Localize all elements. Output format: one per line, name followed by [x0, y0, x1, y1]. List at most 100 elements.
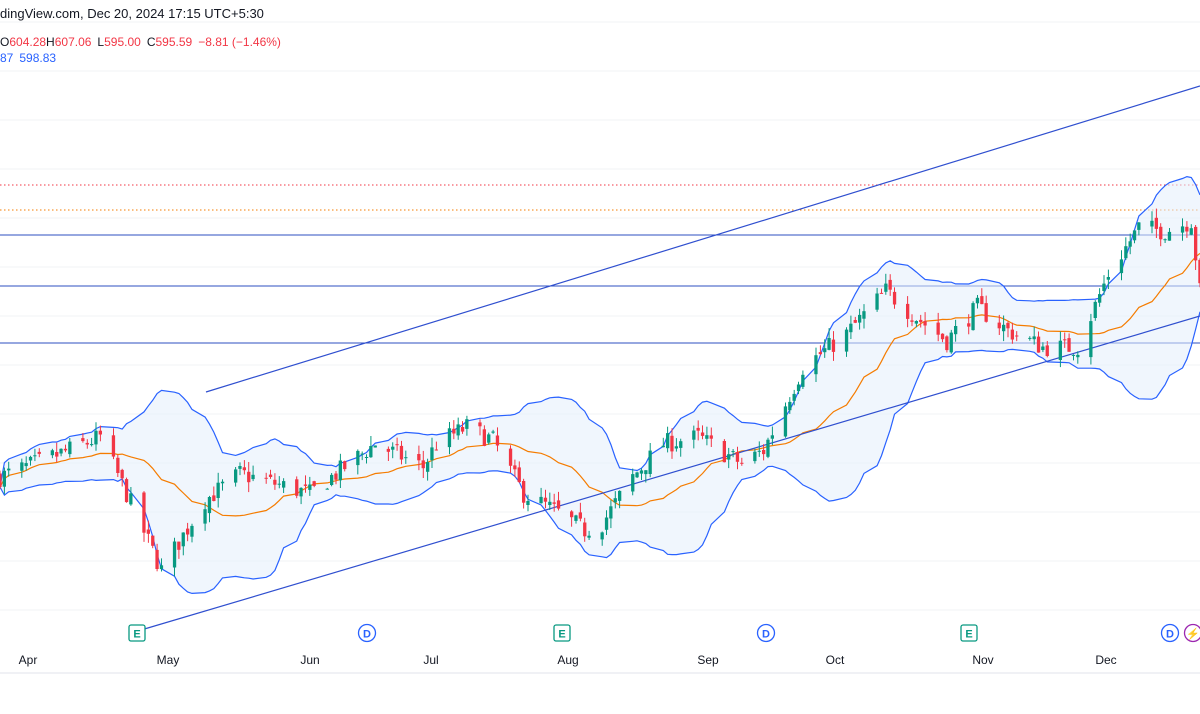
- candle-body: [601, 532, 604, 539]
- candle: [950, 330, 953, 354]
- candle-body: [679, 441, 682, 448]
- candle-body: [29, 457, 32, 461]
- candle-body: [343, 461, 346, 469]
- candle: [142, 491, 145, 542]
- candle: [330, 473, 333, 486]
- candle: [784, 403, 787, 438]
- candle-body: [1120, 259, 1123, 273]
- candle-body: [587, 536, 590, 538]
- candle-body: [1089, 321, 1092, 357]
- candle: [0, 471, 2, 490]
- event-marker-letter: D: [1166, 629, 1174, 641]
- event-marker: E: [961, 625, 977, 641]
- indicator-value-1: 87: [0, 51, 13, 65]
- candle-body: [858, 315, 861, 323]
- candle-body: [121, 470, 124, 478]
- candle-body: [203, 509, 206, 523]
- candle-body: [1155, 218, 1158, 229]
- candle-body: [570, 511, 573, 517]
- candle-body: [893, 292, 896, 305]
- candle-body: [976, 298, 979, 304]
- candle-body: [954, 326, 957, 334]
- candle-body: [243, 467, 246, 470]
- candle-body: [1015, 336, 1018, 337]
- candle-body: [784, 406, 787, 436]
- candle-body: [753, 452, 756, 461]
- candle-body: [509, 449, 512, 466]
- candle-body: [234, 469, 237, 482]
- candle-body: [395, 444, 398, 445]
- candle-body: [644, 470, 647, 474]
- candle-body: [238, 466, 241, 469]
- open-label: O: [0, 35, 9, 49]
- event-marker-letter: E: [965, 629, 972, 641]
- candle-body: [269, 475, 272, 477]
- bollinger-band-fill: [0, 177, 1200, 594]
- candle-body: [849, 324, 852, 333]
- candle-body: [609, 506, 612, 518]
- candle-body: [361, 454, 364, 455]
- candle-body: [640, 470, 643, 473]
- candle-body: [273, 480, 276, 485]
- candle-body: [212, 495, 215, 501]
- candle-body: [251, 475, 254, 479]
- candle-body: [400, 446, 403, 460]
- candle-body: [430, 447, 433, 460]
- candle-body: [55, 452, 58, 457]
- candle-body: [937, 323, 940, 335]
- candle: [1094, 300, 1097, 321]
- candle-body: [574, 515, 577, 521]
- chart-title: dingView.com, Dec 20, 2024 17:15 UTC+5:3…: [0, 6, 264, 21]
- candle-body: [941, 334, 944, 340]
- candle-body: [1137, 222, 1140, 230]
- candle-body: [670, 436, 673, 452]
- candle: [125, 478, 128, 503]
- candle-body: [553, 502, 556, 503]
- candle-body: [1181, 226, 1184, 232]
- candle-body: [151, 536, 154, 546]
- candle-body: [33, 455, 36, 456]
- event-marker-letter: E: [558, 629, 565, 641]
- x-tick-label: Jul: [423, 653, 438, 667]
- candle-body: [94, 431, 97, 445]
- candle-body: [81, 438, 84, 441]
- candle: [945, 335, 948, 352]
- candle-body: [308, 485, 311, 490]
- candle-body: [304, 485, 307, 486]
- x-tick-label: Sep: [697, 653, 719, 667]
- candle-body: [1076, 355, 1079, 357]
- candle-body: [282, 481, 285, 488]
- candle-body: [64, 449, 67, 451]
- candle-body: [666, 433, 669, 448]
- candle-body: [7, 469, 10, 471]
- x-tick-label: Nov: [972, 653, 993, 667]
- candle: [649, 443, 652, 477]
- high-label: H: [46, 35, 55, 49]
- event-marker-letter: D: [363, 629, 371, 641]
- high-value: 607.06: [55, 35, 92, 49]
- candle-body: [1107, 277, 1110, 280]
- candle-body: [125, 479, 128, 502]
- candle-body: [1150, 221, 1153, 227]
- open-value: 604.28: [9, 35, 46, 49]
- candle-body: [1185, 227, 1188, 232]
- candle-body: [635, 472, 638, 477]
- candle-body: [374, 446, 377, 448]
- candle-body: [1037, 337, 1040, 353]
- candle-body: [1124, 246, 1127, 258]
- event-marker: D: [1162, 625, 1179, 642]
- candle-body: [422, 460, 425, 468]
- candle-body: [915, 321, 918, 324]
- event-marker: D: [758, 625, 775, 642]
- candle-body: [265, 478, 268, 479]
- candle-body: [579, 512, 582, 518]
- candle-body: [0, 474, 2, 488]
- candle-body: [1011, 330, 1014, 340]
- candle-body: [417, 454, 420, 460]
- candle-body: [334, 474, 337, 480]
- candle-body: [99, 431, 102, 435]
